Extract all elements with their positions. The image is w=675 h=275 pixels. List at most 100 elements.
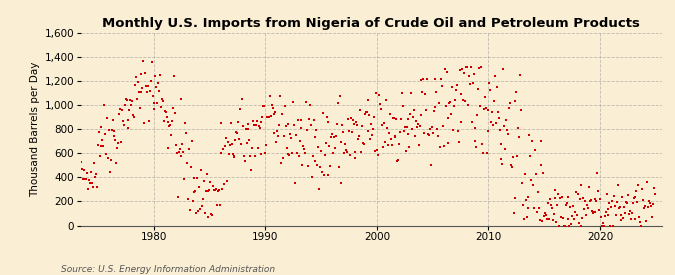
Point [146,60,157,64]
Point [147,94,158,98]
Point [132,80,143,84]
Point [153,81,163,86]
Point [555,196,566,200]
Point [573,220,584,225]
Point [198,197,209,202]
Point [385,136,396,141]
Point [244,138,254,142]
Point [182,160,192,165]
Point [354,134,364,138]
Point [93,130,104,134]
Point [525,154,536,159]
Point [427,131,438,135]
Point [388,116,399,120]
Point [541,217,552,222]
Point [452,129,463,133]
Point [164,124,175,128]
Point [512,153,522,158]
Point [606,205,617,209]
Point [356,150,367,155]
Point [619,204,630,209]
Point [246,168,256,172]
Point [336,140,347,145]
Point [639,204,650,208]
Point [344,153,355,157]
Point [340,141,350,146]
Point [223,152,234,156]
Point [245,154,256,158]
Point [604,201,615,205]
Point [82,187,93,192]
Point [487,109,497,114]
Point [560,203,571,208]
Point [181,131,192,135]
Point [288,99,298,104]
Point [334,94,345,98]
Point [148,106,159,111]
Point [633,183,644,187]
Point [142,90,153,94]
Point [394,142,404,146]
Point [99,103,109,107]
Point [209,188,220,192]
Point [441,69,452,74]
Point [476,65,487,69]
Point [491,85,502,89]
Point [499,123,510,128]
Point [421,108,431,112]
Point [102,116,113,120]
Point [605,223,616,228]
Point [588,210,599,214]
Point [530,148,541,153]
Point [152,101,163,106]
Point [626,217,637,221]
Point [434,101,445,105]
Point [310,135,321,139]
Point [160,109,171,114]
Point [205,180,216,184]
Point [270,110,281,114]
Point [506,163,516,167]
Point [122,126,133,130]
Point [346,116,356,120]
Point [142,83,153,88]
Point [595,214,606,219]
Point [496,142,507,146]
Point [308,118,319,122]
Point [539,213,549,218]
Point [366,122,377,126]
Point [199,211,210,216]
Point [76,166,87,171]
Point [597,223,608,228]
Point [194,207,205,211]
Point [280,123,291,128]
Point [385,112,396,116]
Point [194,185,205,189]
Point [277,111,288,116]
Point [213,188,223,193]
Point [370,149,381,153]
Point [252,146,263,151]
Point [448,128,458,132]
Point [622,201,632,206]
Point [462,103,473,107]
Point [258,104,269,108]
Point [154,89,165,94]
Point [306,175,317,179]
Point [428,109,439,113]
Y-axis label: Thousand Barrels per Day: Thousand Barrels per Day [30,62,40,197]
Point [277,156,288,160]
Point [450,98,460,102]
Point [75,175,86,179]
Point [272,129,283,134]
Point [387,116,398,120]
Point [130,75,141,79]
Point [379,120,389,125]
Point [211,203,222,207]
Point [309,158,320,163]
Point [238,154,249,159]
Point [262,115,273,119]
Point [381,98,392,102]
Point [383,143,394,147]
Point [389,135,400,139]
